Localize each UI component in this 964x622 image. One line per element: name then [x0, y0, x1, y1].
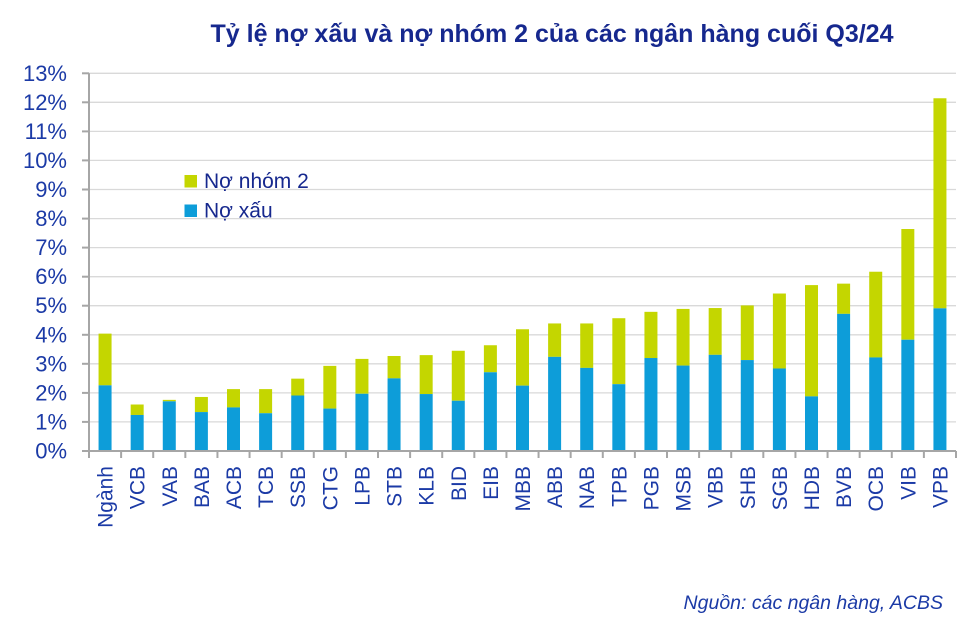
svg-text:SGB: SGB [769, 466, 792, 510]
svg-text:11%: 11% [25, 119, 67, 144]
svg-text:NAB: NAB [576, 466, 599, 509]
svg-text:4%: 4% [35, 322, 67, 347]
svg-text:KLB: KLB [416, 466, 439, 506]
svg-text:MSB: MSB [673, 466, 696, 512]
svg-text:BID: BID [448, 466, 471, 501]
svg-text:9%: 9% [35, 177, 67, 202]
svg-text:VAB: VAB [159, 466, 182, 506]
svg-text:Nợ xấu: Nợ xấu [204, 200, 273, 223]
svg-text:TPB: TPB [608, 466, 631, 507]
svg-text:Nợ nhóm 2: Nợ nhóm 2 [204, 170, 309, 193]
svg-text:TCB: TCB [255, 466, 278, 508]
svg-text:EIB: EIB [480, 466, 503, 500]
svg-text:7%: 7% [35, 235, 67, 260]
svg-text:STB: STB [384, 466, 407, 507]
svg-text:VCB: VCB [127, 466, 150, 509]
svg-text:ACB: ACB [223, 466, 246, 509]
svg-text:12%: 12% [23, 90, 67, 115]
svg-text:LPB: LPB [351, 466, 374, 506]
svg-text:10%: 10% [23, 148, 67, 173]
svg-text:13%: 13% [23, 61, 67, 86]
svg-text:HDB: HDB [801, 466, 824, 510]
svg-text:OCB: OCB [865, 466, 888, 512]
svg-text:VPB: VPB [929, 466, 952, 508]
svg-text:SSB: SSB [287, 466, 310, 508]
svg-text:Nguồn: các ngân hàng, ACBS: Nguồn: các ngân hàng, ACBS [684, 592, 943, 614]
svg-text:BAB: BAB [191, 466, 214, 508]
svg-text:8%: 8% [35, 206, 67, 231]
svg-text:Tỷ lệ nợ xấu và nợ nhóm 2 của: Tỷ lệ nợ xấu và nợ nhóm 2 của các ngân h… [211, 20, 894, 48]
svg-text:ABB: ABB [544, 466, 567, 508]
svg-text:VIB: VIB [897, 466, 920, 500]
svg-text:1%: 1% [35, 409, 67, 434]
svg-text:VBB: VBB [705, 466, 728, 508]
svg-text:Ngành: Ngành [95, 466, 118, 528]
svg-text:PGB: PGB [640, 466, 663, 510]
svg-text:6%: 6% [35, 264, 67, 289]
svg-text:BVB: BVB [833, 466, 856, 508]
svg-text:3%: 3% [35, 351, 67, 376]
svg-text:2%: 2% [35, 380, 67, 405]
svg-text:SHB: SHB [737, 466, 760, 509]
svg-text:0%: 0% [35, 439, 67, 464]
svg-text:CTG: CTG [319, 466, 342, 510]
svg-text:5%: 5% [35, 293, 67, 318]
svg-text:MBB: MBB [512, 466, 535, 512]
